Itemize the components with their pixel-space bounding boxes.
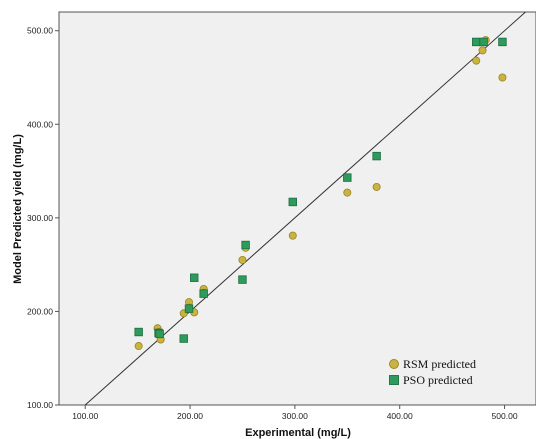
legend: RSM predicted PSO predicted [389,357,476,387]
x-tick-label: 500.00 [492,411,518,421]
x-tick-label: 100.00 [72,411,98,421]
x-tick-label: 300.00 [282,411,308,421]
data-points [134,36,507,351]
y-tick-label: 400.00 [27,119,53,129]
y-axis-ticks: 100.00 200.00 300.00 400.00 500.00 [27,26,59,410]
y-axis-title: Model Predicted yield (mg/L) [12,134,24,284]
pso-predicted-point [184,304,194,313]
x-tick-label: 400.00 [387,411,413,421]
rsm-predicted-point [134,342,143,351]
rsm-predicted-point [372,182,381,191]
pso-predicted-point [343,173,352,182]
pso-predicted-point [179,334,188,343]
rsm-predicted-point [478,46,487,55]
rsm-predicted-legend-marker [389,359,399,369]
rsm-predicted-point [288,231,297,240]
rsm-predicted-point [472,56,481,65]
pso-predicted-legend-label: PSO predicted [403,373,473,387]
pso-predicted-legend-marker [389,375,399,385]
y-tick-label: 500.00 [27,26,53,36]
rsm-predicted-legend-label: RSM predicted [403,357,476,371]
pso-predicted-point [238,275,247,284]
pso-predicted-point [479,37,488,47]
rsm-predicted-point [498,73,507,82]
x-tick-label: 200.00 [177,411,203,421]
rsm-predicted-point [343,188,352,197]
pso-predicted-point [498,37,507,47]
plot-area [58,11,536,406]
pso-predicted-point [472,37,481,47]
x-axis-title: Experimental (mg/L) [245,427,351,439]
pso-predicted-point [288,197,297,207]
pso-predicted-point [199,289,208,298]
y-tick-label: 200.00 [27,306,53,316]
y-tick-label: 300.00 [27,213,53,223]
pso-predicted-point [241,240,250,250]
pso-predicted-point [190,273,199,282]
x-axis-ticks: 100.00 200.00 300.00 400.00 500.00 [72,405,518,421]
y-tick-label: 100.00 [27,400,53,410]
rsm-predicted-point [238,255,247,264]
pso-predicted-point [134,327,143,337]
pso-predicted-point [372,151,381,161]
pso-predicted-point [155,329,164,339]
